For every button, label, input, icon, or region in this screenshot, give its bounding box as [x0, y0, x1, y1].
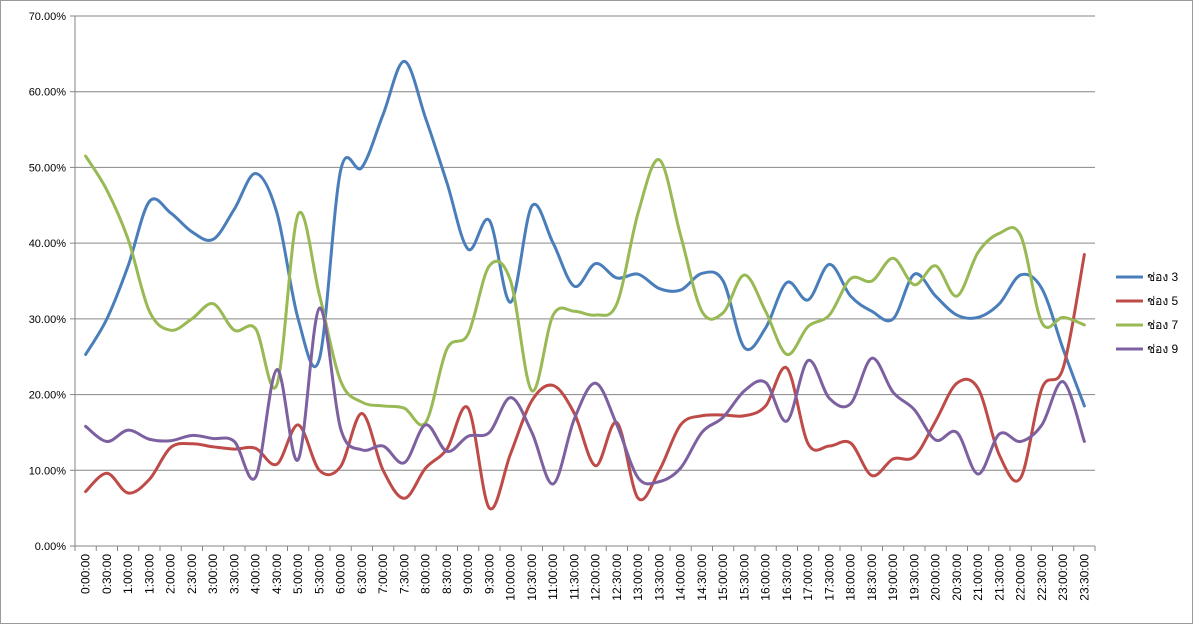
x-tick-label: 12:30:00: [610, 554, 624, 601]
x-tick-label: 9:00:00: [461, 554, 475, 594]
y-tick-label: 30.00%: [29, 314, 67, 326]
x-tick-label: 20:30:00: [950, 554, 964, 601]
x-tick-label: 22:30:00: [1035, 554, 1049, 601]
y-tick-label: 60.00%: [29, 87, 67, 99]
x-tick-label: 3:30:00: [227, 554, 241, 594]
x-tick-label: 1:30:00: [142, 554, 156, 594]
x-tick-label: 16:30:00: [780, 554, 794, 601]
y-tick-labels: 0.00% 10.00% 20.00% 30.00% 40.00% 50.00% 60.00…: [29, 11, 67, 553]
legend: ช่อง 3 ช่อง 5 ช่อง 7 ช่อง 9: [1116, 270, 1179, 356]
x-tick-label: 22:00:00: [1014, 554, 1028, 601]
series-points-1: [86, 61, 1085, 406]
x-tick-label: 0:00:00: [79, 554, 93, 594]
x-tick-label: 2:00:00: [164, 554, 178, 594]
x-tick-label: 23:30:00: [1077, 554, 1091, 601]
x-tick-label: 16:00:00: [759, 554, 773, 601]
x-tick-label: 1:00:00: [121, 554, 135, 594]
y-tick-label: 10.00%: [29, 465, 67, 477]
x-tick-label: 8:30:00: [440, 554, 454, 594]
legend-label: ช่อง 5: [1147, 294, 1179, 308]
series-line-4: [86, 308, 1085, 484]
x-tick-label: 12:00:00: [589, 554, 603, 601]
x-tick-label: 4:30:00: [270, 554, 284, 594]
x-tick-label: 17:30:00: [822, 554, 836, 601]
x-tick-label: 15:00:00: [716, 554, 730, 601]
legend-label: ช่อง 7: [1147, 318, 1179, 332]
x-tick-label: 21:00:00: [971, 554, 985, 601]
x-tick-label: 18:30:00: [865, 554, 879, 601]
x-tick-label: 19:30:00: [907, 554, 921, 601]
series-line-3: [86, 156, 1085, 425]
x-tick-label: 20:00:00: [929, 554, 943, 601]
y-tick-label: 40.00%: [29, 238, 67, 250]
series-line-1: [86, 61, 1085, 406]
x-tick-label: 21:30:00: [992, 554, 1006, 601]
x-tick-label: 4:00:00: [249, 554, 263, 594]
x-tick-label: 8:00:00: [419, 554, 433, 594]
x-tick-label: 9:30:00: [482, 554, 496, 594]
y-tick-label: 50.00%: [29, 162, 67, 174]
x-tick-label: 2:30:00: [185, 554, 199, 594]
x-tick-label: 0:30:00: [100, 554, 114, 594]
x-tick-label: 3:00:00: [206, 554, 220, 594]
x-tick-label: 11:00:00: [546, 554, 560, 600]
x-tick-label: 14:00:00: [674, 554, 688, 601]
series-lines: [86, 61, 1085, 509]
x-tick-label: 6:30:00: [355, 554, 369, 594]
x-tick-label: 14:30:00: [695, 554, 709, 601]
x-tick-label: 13:00:00: [631, 554, 645, 601]
x-tick-label: 7:00:00: [376, 554, 390, 594]
x-tick-label: 18:00:00: [844, 554, 858, 601]
x-tick-label: 10:30:00: [525, 554, 539, 601]
legend-label: ช่อง 3: [1147, 270, 1179, 284]
series-points-3: [86, 156, 1085, 423]
x-tick-label: 5:30:00: [312, 554, 326, 594]
y-tick-label: 70.00%: [29, 11, 67, 23]
x-tick-label: 6:00:00: [334, 554, 348, 594]
y-tick-label: 20.00%: [29, 390, 67, 402]
x-tick-label: 10:00:00: [504, 554, 518, 601]
x-tick-label: 11:30:00: [567, 554, 581, 600]
legend-label: ช่อง 9: [1147, 342, 1179, 356]
x-tick-label: 19:00:00: [886, 554, 900, 601]
x-tick-label: 7:30:00: [397, 554, 411, 594]
x-tick-label: 23:00:00: [1056, 554, 1070, 601]
x-tick-label: 17:00:00: [801, 554, 815, 601]
x-tick-label: 15:30:00: [737, 554, 751, 601]
x-tick-label: 5:00:00: [291, 554, 305, 594]
x-tick-label: 13:30:00: [652, 554, 666, 601]
x-tick-labels: 0:00:00 0:30:00 1:00:00 1:30:00 2:00:00 2:30:…: [79, 554, 1092, 601]
y-tick-label: 0.00%: [35, 541, 66, 553]
